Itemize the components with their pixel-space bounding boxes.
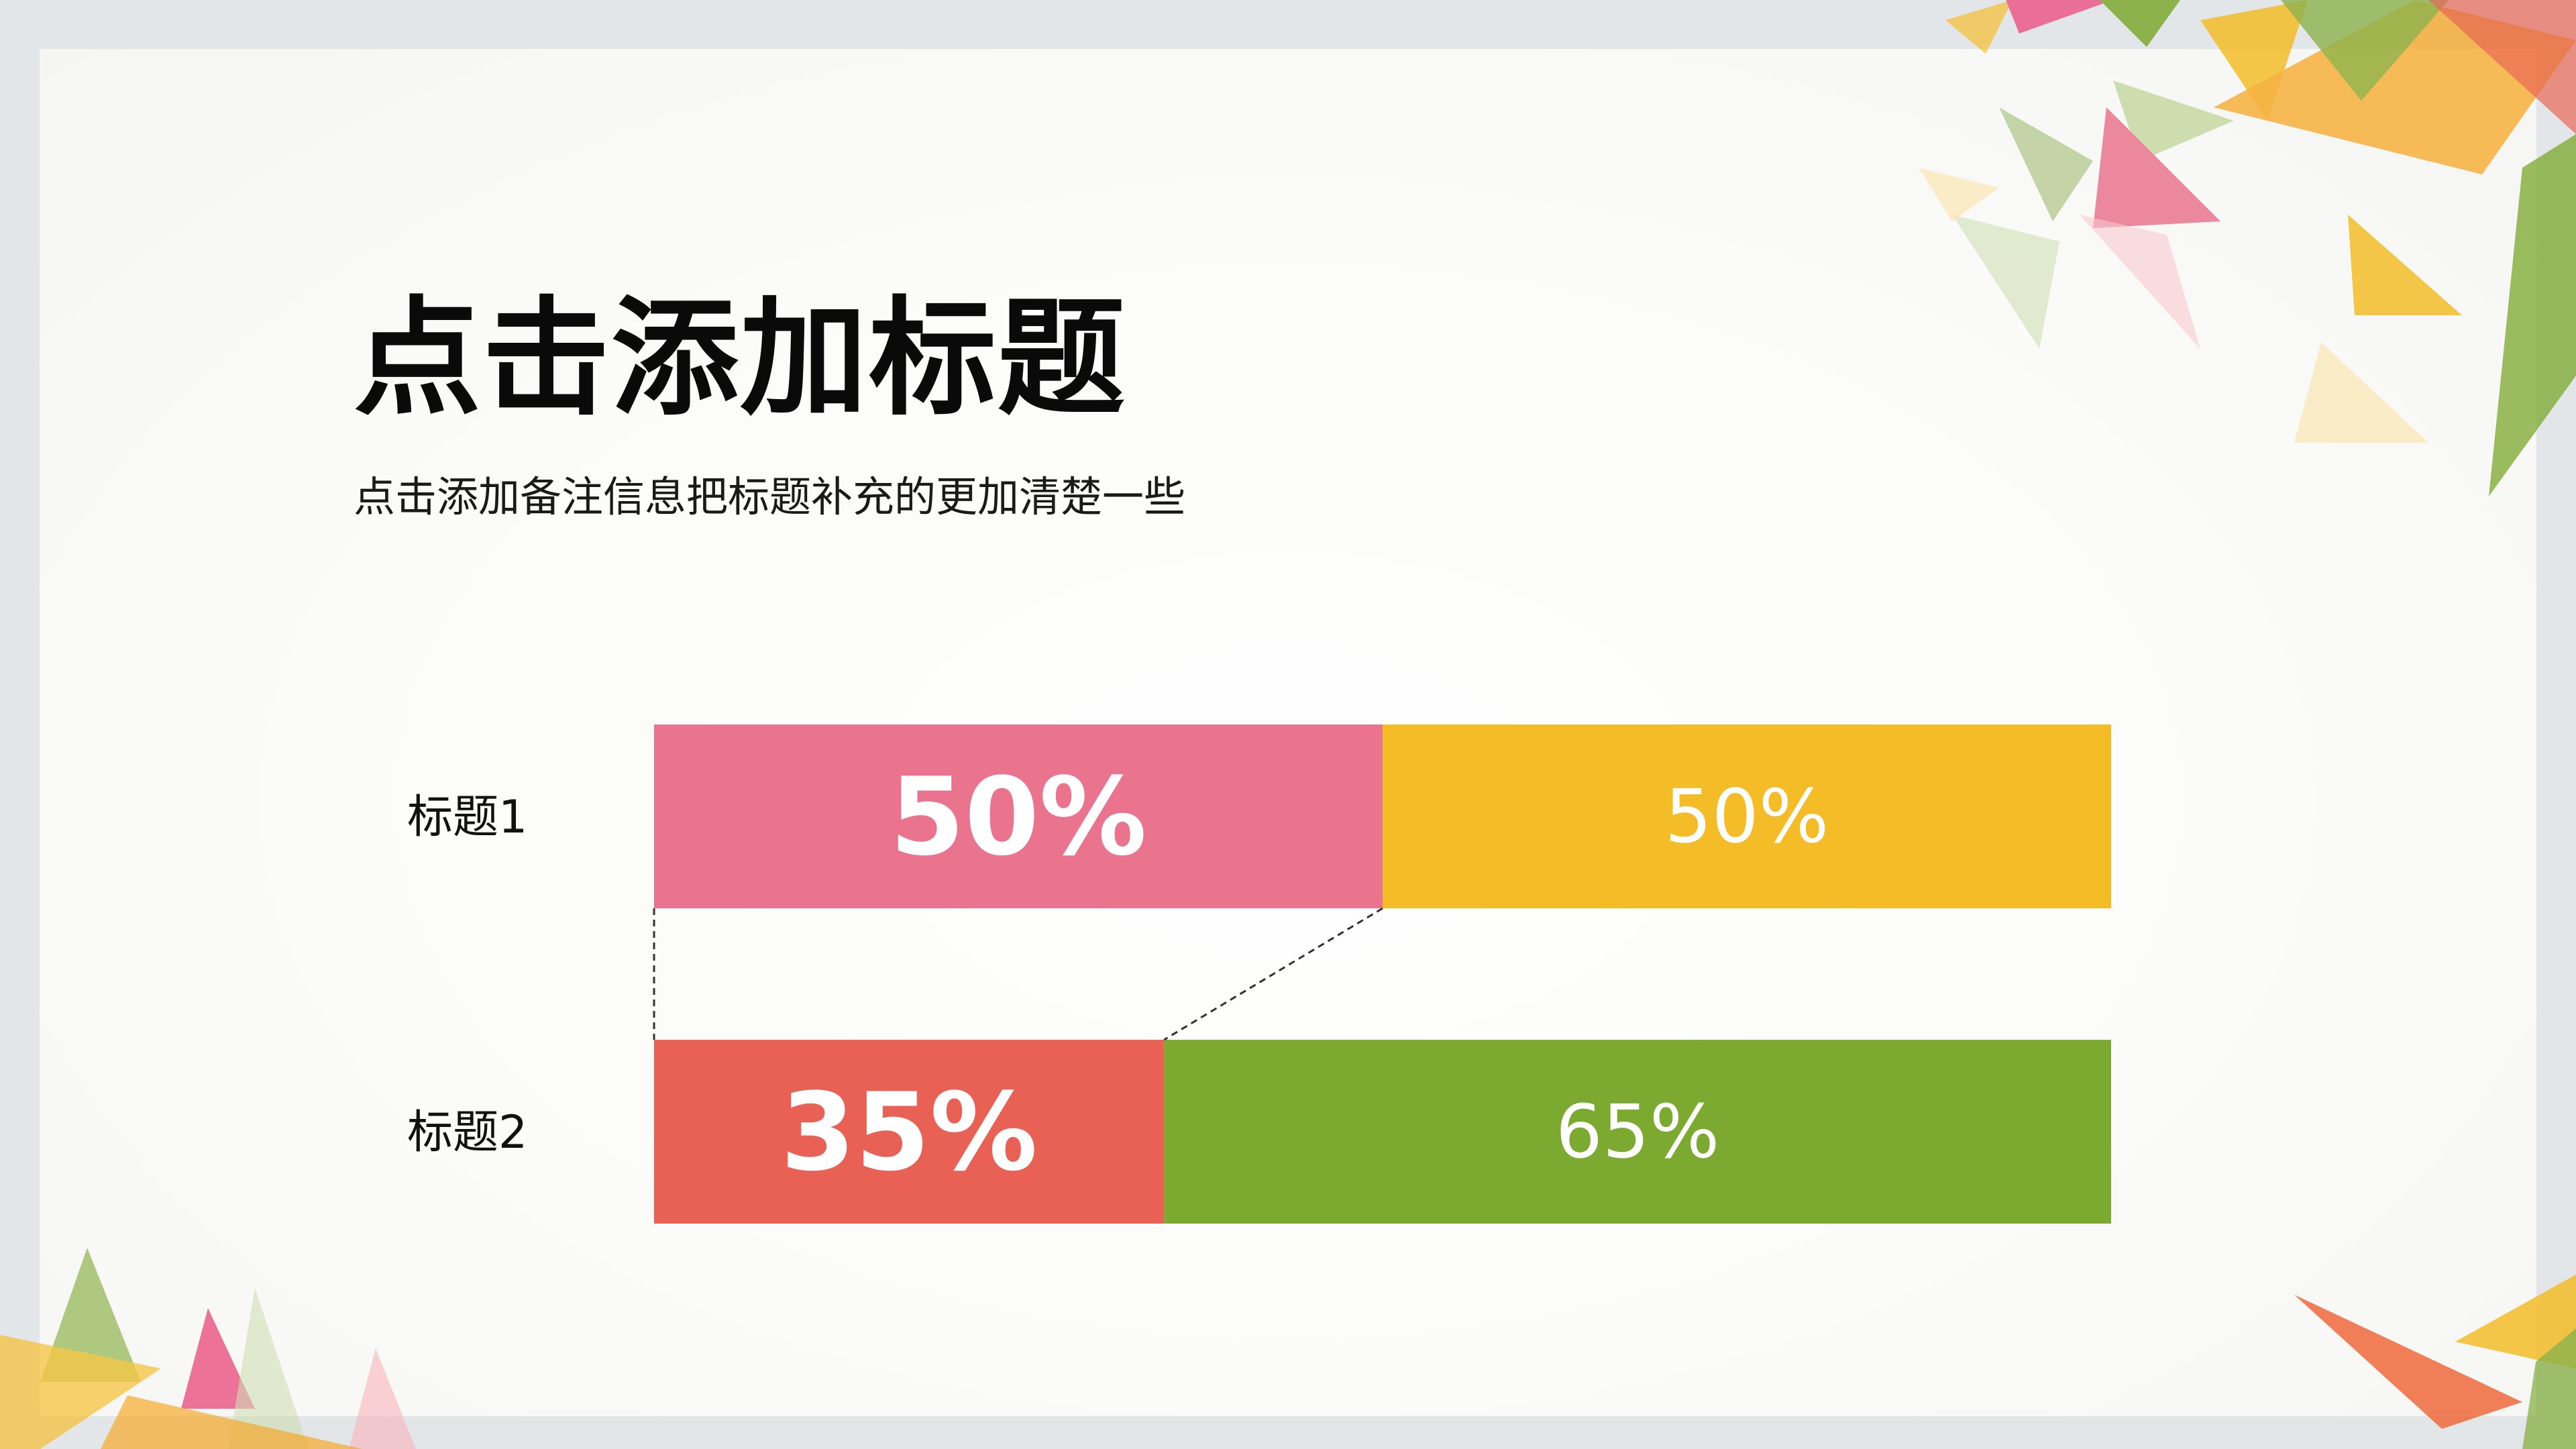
connector-line xyxy=(1163,907,1383,1041)
category-label: 标题2 xyxy=(407,1106,527,1159)
slide-subtitle[interactable]: 点击添加备注信息把标题补充的更加清楚一些 xyxy=(354,472,1186,521)
data-label: 50% xyxy=(1665,773,1829,859)
bar-segment xyxy=(654,1040,1165,1224)
slide-title[interactable]: 点击添加标题 xyxy=(354,284,1127,433)
bar-segment xyxy=(654,724,1383,908)
data-label: 35% xyxy=(781,1069,1038,1195)
data-label: 50% xyxy=(890,754,1147,879)
bar-segment xyxy=(1164,1040,2111,1224)
bar-segment xyxy=(1383,724,2111,908)
category-label: 标题1 xyxy=(407,791,527,844)
data-label: 65% xyxy=(1556,1089,1720,1175)
